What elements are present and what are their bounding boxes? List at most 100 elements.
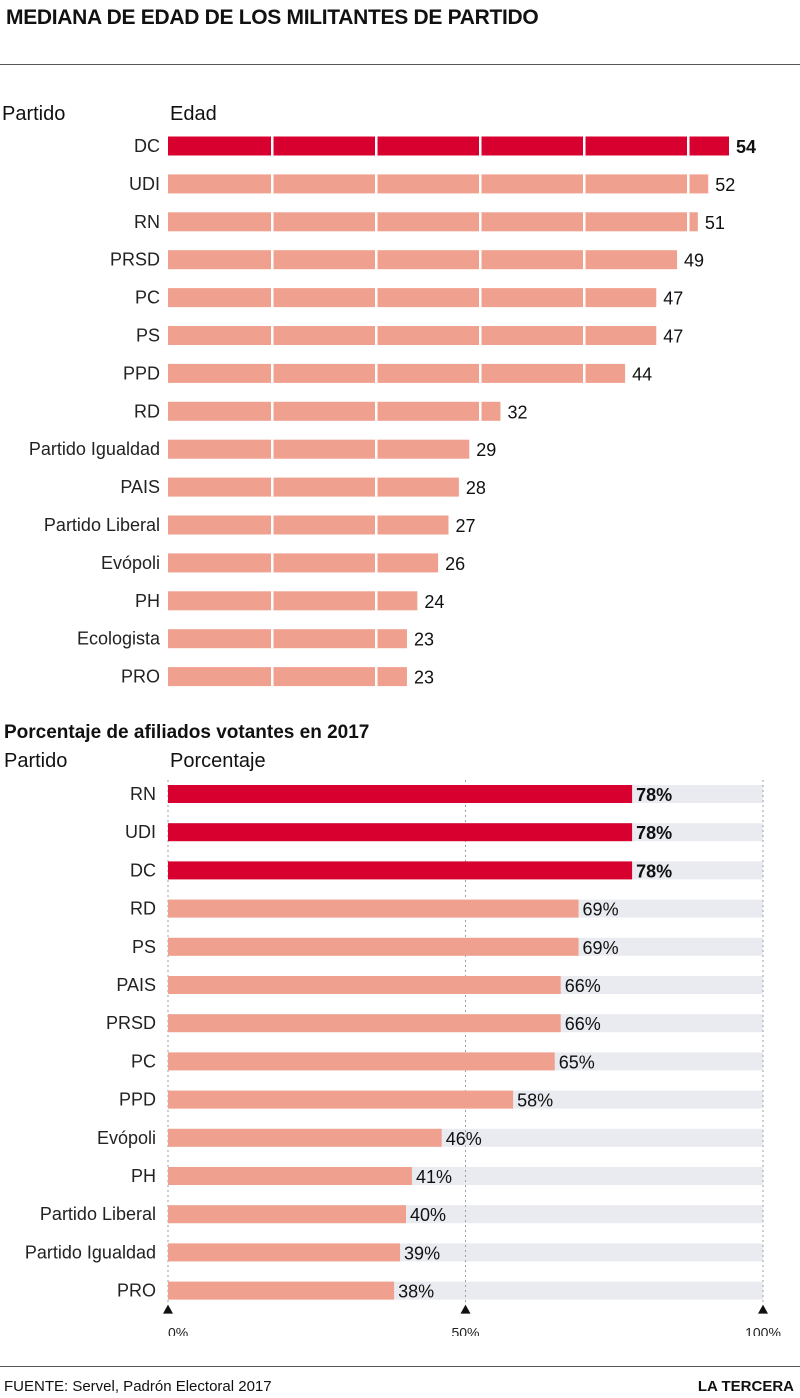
bar-segment-divider	[687, 136, 690, 156]
bar-segment-divider	[375, 439, 378, 459]
bar	[168, 1014, 561, 1033]
value-label: 23	[414, 630, 434, 650]
value-label: 47	[663, 327, 683, 347]
bar-segment-divider	[583, 136, 586, 156]
category-label: PC	[131, 1051, 156, 1071]
bar-segment-divider	[271, 212, 274, 232]
category-label: UDI	[125, 822, 156, 842]
bar	[168, 363, 626, 383]
bar	[168, 174, 709, 194]
bar-segment-divider	[583, 212, 586, 232]
bar-segment-divider	[479, 363, 482, 383]
bar-segment-divider	[375, 591, 378, 611]
bar	[168, 667, 407, 687]
bar-segment-divider	[271, 363, 274, 383]
footer-divider	[0, 1366, 800, 1367]
bar	[168, 861, 633, 880]
bar	[168, 1281, 395, 1300]
bar-segment-divider	[583, 288, 586, 308]
tick-label: 0%	[168, 1325, 188, 1336]
bar	[168, 1052, 555, 1071]
bar-segment-divider	[479, 250, 482, 270]
bar	[168, 899, 579, 918]
bar	[168, 136, 729, 156]
bar-segment-divider	[375, 629, 378, 649]
tick-marker	[460, 1304, 471, 1314]
bar	[168, 629, 407, 649]
category-label: Evópoli	[101, 553, 160, 573]
age-bar-chart: DC 54 UDI 52 RN 51 PRSD 49 PC 47 PS 47 PPD 44 RD 32 Part…	[29, 136, 756, 688]
bar	[168, 1128, 442, 1147]
value-label: 52	[715, 175, 735, 195]
value-label: 32	[507, 402, 527, 422]
chart2-ylabel: Partido	[4, 750, 68, 772]
bar	[168, 288, 657, 308]
bar-segment-divider	[271, 629, 274, 649]
bar-segment-divider	[479, 326, 482, 345]
bar	[168, 477, 459, 497]
value-label: 69%	[583, 900, 619, 920]
value-label: 29	[476, 440, 496, 460]
tick-marker	[163, 1304, 173, 1314]
bar	[168, 553, 439, 573]
bar	[168, 439, 470, 459]
brand-logo: LA TERCERA	[697, 1378, 794, 1395]
bar-segment-divider	[375, 326, 378, 345]
value-label: 66%	[565, 1014, 601, 1034]
category-label: PPD	[123, 363, 160, 383]
value-label: 40%	[410, 1205, 446, 1225]
bar-segment-divider	[271, 477, 274, 497]
category-label: DC	[130, 860, 156, 880]
bar	[168, 591, 418, 611]
value-label: 39%	[404, 1243, 440, 1263]
bar-segment-divider	[271, 401, 274, 421]
bar-segment-divider	[375, 363, 378, 383]
bar	[168, 1090, 514, 1109]
bar-segment-divider	[687, 174, 690, 194]
bar-segment-divider	[375, 212, 378, 232]
value-label: 44	[632, 364, 652, 384]
bar	[168, 326, 657, 345]
value-label: 46%	[446, 1129, 482, 1149]
category-label: Evópoli	[97, 1128, 156, 1148]
bar-segment-divider	[271, 250, 274, 270]
value-label: 58%	[517, 1091, 553, 1111]
value-label: 41%	[416, 1167, 452, 1187]
category-label: PAIS	[120, 477, 160, 497]
category-label: PS	[136, 326, 160, 346]
category-label: Partido Liberal	[44, 515, 160, 535]
tick-label: 100%	[745, 1325, 781, 1336]
bar	[168, 515, 449, 535]
bar-segment-divider	[375, 515, 378, 535]
bar-segment-divider	[375, 250, 378, 270]
bar-segment-divider	[375, 136, 378, 156]
value-label: 66%	[565, 976, 601, 996]
chart2-xlabel: Porcentaje	[170, 750, 266, 772]
category-label: PH	[135, 591, 160, 611]
category-label: PRO	[117, 1281, 156, 1301]
bar-segment-divider	[271, 136, 274, 156]
category-label: PRO	[121, 667, 160, 687]
title-divider	[0, 64, 800, 65]
category-label: UDI	[129, 174, 160, 194]
bar	[168, 976, 561, 994]
voting-percentage-bar-chart: RN 78% UDI 78% DC 78% RD 69% PS 69% PAIS 66% PRSD 66%…	[25, 780, 781, 1336]
value-label: 27	[456, 516, 476, 536]
category-label: RD	[134, 401, 160, 421]
value-label: 23	[414, 668, 434, 688]
bar	[168, 401, 501, 421]
bar-segment-divider	[271, 515, 274, 535]
bar-segment-divider	[375, 477, 378, 497]
bar-segment-divider	[479, 401, 482, 421]
bar-segment-divider	[687, 212, 690, 232]
bar	[168, 1243, 401, 1262]
value-label: 78%	[636, 861, 672, 881]
bar-segment-divider	[479, 212, 482, 232]
category-label: PRSD	[110, 250, 160, 270]
bar-segment-divider	[479, 288, 482, 308]
category-label: Partido Igualdad	[29, 439, 160, 459]
category-label: Partido Liberal	[40, 1204, 156, 1224]
category-label: PS	[132, 937, 156, 957]
category-label: PAIS	[116, 975, 156, 995]
